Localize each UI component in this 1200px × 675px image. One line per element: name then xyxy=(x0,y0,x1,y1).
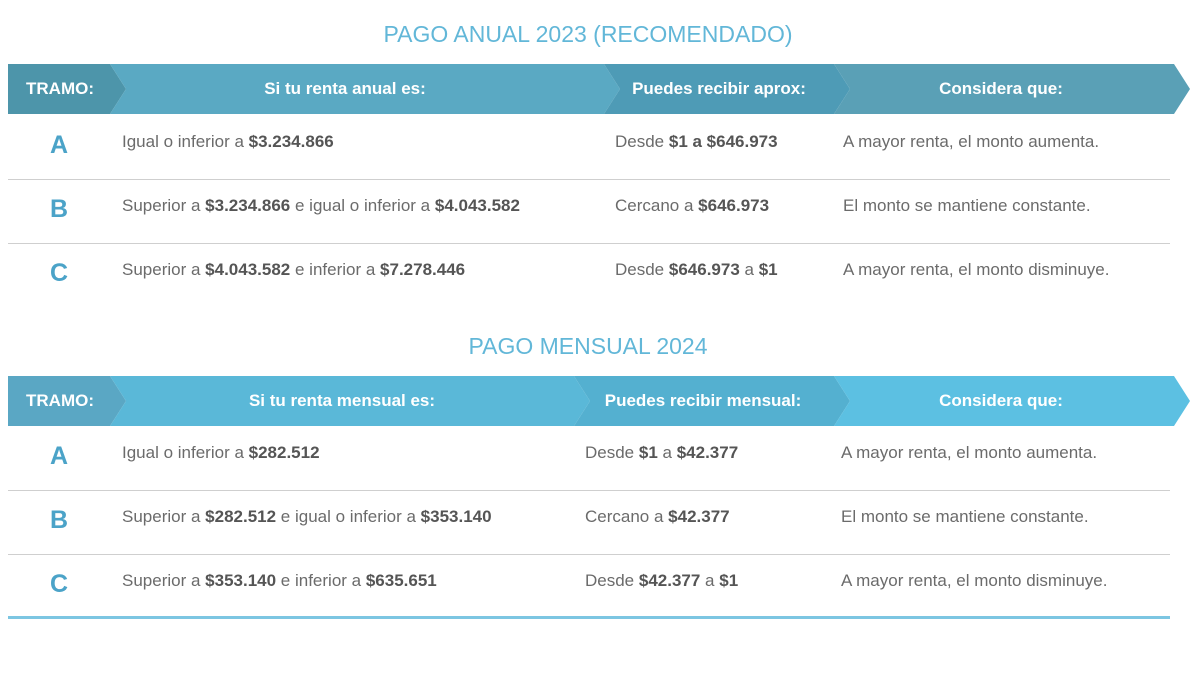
monthly-considera-a: A mayor renta, el monto aumenta. xyxy=(841,443,1098,462)
annual-considera-c: A mayor renta, el monto disminuye. xyxy=(843,260,1110,279)
monthly-renta-a: Igual o inferior a $282.512 xyxy=(122,443,320,462)
annual-monto-a: Desde $1 a $646.973 xyxy=(615,132,778,151)
annual-header-tramo: TRAMO: xyxy=(26,79,94,98)
annual-header-segment-3 xyxy=(604,64,850,114)
monthly-header-renta: Si tu renta mensual es: xyxy=(248,391,436,410)
annual-considera-a: A mayor renta, el monto aumenta. xyxy=(843,132,1100,151)
monthly-monto-c: Desde $42.377 a $1 xyxy=(585,571,739,590)
annual-header-monto: Puedes recibir aprox: xyxy=(632,79,806,98)
monthly-considera-c: A mayor renta, el monto disminuye. xyxy=(841,571,1108,590)
monthly-renta-b: Superior a $282.512 e igual o inferior a… xyxy=(122,507,492,526)
monthly-row-a: A Igual o inferior a $282.512 Desde $1 a… xyxy=(8,426,1170,491)
monthly-header-tramo: TRAMO: xyxy=(26,391,94,410)
monthly-header-segment-2 xyxy=(110,376,590,426)
annual-row-a: A Igual o inferior a $3.234.866 Desde $1… xyxy=(8,115,1170,180)
monthly-header-segment-1 xyxy=(8,376,126,426)
monthly-row-c: C Superior a $353.140 e inferior a $635.… xyxy=(8,554,1170,618)
annual-tramo-c: C xyxy=(49,259,69,287)
monthly-header-background xyxy=(8,376,1190,426)
annual-renta-c: Superior a $4.043.582 e inferior a $7.27… xyxy=(122,260,466,279)
monthly-considera-b: El monto se mantiene constante. xyxy=(841,507,1089,526)
monthly-header-considera: Considera que: xyxy=(939,391,1063,410)
annual-table-title: PAGO ANUAL 2023 (RECOMENDADO) xyxy=(383,21,793,47)
annual-monto-c: Desde $646.973 a $1 xyxy=(615,260,778,279)
annual-header-segment-2 xyxy=(110,64,620,114)
monthly-table-title: PAGO MENSUAL 2024 xyxy=(468,333,708,359)
annual-renta-a: Igual o inferior a $3.234.866 xyxy=(122,132,334,151)
annual-header-segment-4 xyxy=(834,64,1190,114)
annual-tramo-b: B xyxy=(49,195,69,223)
annual-header-bar: TRAMO: Si tu renta anual es: Puedes reci… xyxy=(8,64,1190,114)
monthly-header-segment-4 xyxy=(834,376,1190,426)
monthly-header-monto: Puedes recibir mensual: xyxy=(604,391,802,410)
annual-header-segment-1 xyxy=(8,64,126,114)
monthly-header-segment-3 xyxy=(574,376,850,426)
monthly-monto-b: Cercano a $42.377 xyxy=(585,507,730,526)
annual-renta-b: Superior a $3.234.866 e igual o inferior… xyxy=(122,196,520,215)
annual-header-renta: Si tu renta anual es: xyxy=(264,79,426,98)
monthly-header-bar: TRAMO: Si tu renta mensual es: Puedes re… xyxy=(8,376,1190,426)
annual-monto-b: Cercano a $646.973 xyxy=(615,196,770,215)
annual-tramo-a: A xyxy=(49,131,69,159)
annual-row-b: B Superior a $3.234.866 e igual o inferi… xyxy=(8,179,1170,244)
annual-considera-b: El monto se mantiene constante. xyxy=(843,196,1091,215)
annual-header-considera: Considera que: xyxy=(939,79,1063,98)
monthly-tramo-b: B xyxy=(49,506,69,534)
annual-header-background xyxy=(8,64,1190,114)
monthly-monto-a: Desde $1 a $42.377 xyxy=(585,443,739,462)
monthly-tramo-a: A xyxy=(49,442,69,470)
annual-row-c: C Superior a $4.043.582 e inferior a $7.… xyxy=(8,243,1170,307)
monthly-row-b: B Superior a $282.512 e igual o inferior… xyxy=(8,490,1170,555)
monthly-tramo-c: C xyxy=(49,570,69,598)
table-bottom-rule xyxy=(8,616,1170,619)
monthly-renta-c: Superior a $353.140 e inferior a $635.65… xyxy=(122,571,437,590)
